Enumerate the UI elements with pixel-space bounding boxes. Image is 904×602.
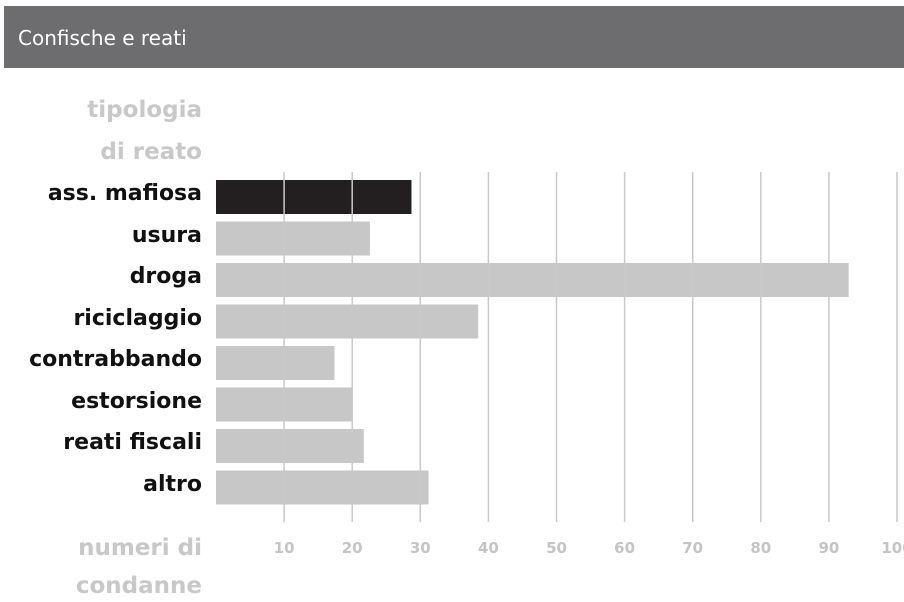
category-label-ass-mafiosa: ass. mafiosa	[47, 181, 202, 206]
bar-riciclaggio	[216, 304, 479, 339]
category-label-usura: usura	[131, 223, 202, 248]
category-label-reati-fiscali: reati fiscali	[63, 430, 202, 455]
category-label-altro: altro	[143, 472, 202, 497]
x-tick-label-30: 30	[410, 539, 431, 557]
bar-usura	[216, 221, 370, 256]
bar-ass-mafiosa	[216, 180, 412, 214]
x-tick-label-60: 60	[614, 539, 635, 557]
x-axis-title-line-1: numeri di	[78, 535, 202, 561]
category-label-estorsione: estorsione	[71, 389, 202, 414]
y-axis-title-line-2: di reato	[100, 139, 202, 165]
y-axis-title-line-1: tipologia	[87, 97, 202, 123]
x-tick-label-90: 90	[818, 539, 839, 557]
category-label-riciclaggio: riciclaggio	[73, 306, 202, 331]
x-axis-title-line-2: condanne	[75, 573, 202, 599]
chart-header: Confische e reati	[4, 6, 904, 68]
x-tick-label-20: 20	[342, 539, 363, 557]
x-tick-label-10: 10	[274, 539, 295, 557]
category-label-droga: droga	[129, 264, 202, 289]
bar-reati-fiscali	[216, 429, 364, 463]
x-tick-label-80: 80	[750, 539, 771, 557]
x-tick-label-40: 40	[478, 539, 499, 557]
header-title: Confische e reati	[18, 26, 187, 50]
x-tick-label-50: 50	[546, 539, 567, 557]
x-tick-label-70: 70	[682, 539, 703, 557]
bar-contrabbando	[216, 346, 335, 380]
bar-droga	[216, 263, 849, 297]
bar-altro	[216, 470, 429, 505]
x-tick-label-100: 100	[881, 539, 904, 557]
category-label-contrabbando: contrabbando	[29, 347, 202, 372]
